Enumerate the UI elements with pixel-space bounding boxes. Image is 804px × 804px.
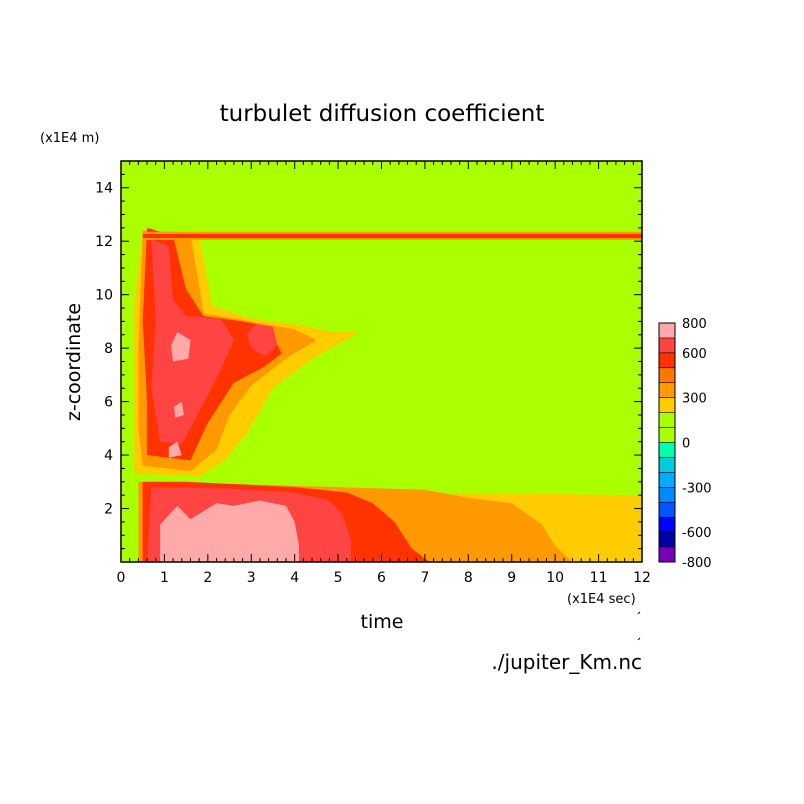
colorbar-swatch [659,502,675,518]
colorbar-tick-label: 600 [682,347,707,362]
x-tick-label: 2 [203,570,212,586]
colorbar-swatch [659,487,675,503]
chart-title: turbulet diffusion coefficient [220,101,545,127]
colorbar-swatch [659,352,675,368]
colorbar-swatch [659,337,675,353]
x-tick-label: 0 [117,570,126,586]
contour-region-lower-boundary-pink [160,500,299,562]
contour-region-upper-pink-patch-3 [168,441,182,458]
x-axis-label: time [361,611,404,633]
x-tick-label: 9 [507,570,516,586]
x-tick-label: 3 [247,570,256,586]
colorbar-swatch [659,382,675,398]
colorbar-swatch [659,427,675,443]
x-unit-label: (x1E4 sec) [567,592,636,607]
plot-area [121,161,642,562]
y-tick-label: 10 [95,288,113,304]
y-tick-label: 6 [104,395,113,411]
x-tick-label: 6 [377,570,386,586]
x-tick-label: 5 [334,570,343,586]
colorbar-swatch [659,472,675,488]
y-tick-label: 2 [104,502,113,518]
colorbar: 800 600 300 0 -300 -600 -800 [658,317,712,571]
x-tick-label: 8 [464,570,473,586]
colorbar-swatch [659,367,675,383]
colorbar-frame [658,322,676,563]
colorbar-swatch [659,323,675,338]
colorbar-tick-label: -800 [682,556,712,571]
colorbar-tick-label: 300 [682,392,707,407]
x-tick-label: 1 [160,570,169,586]
x-tick-label: 10 [546,570,564,586]
y-tick-label: 12 [95,234,113,250]
colorbar-swatch [659,412,675,428]
contour-region-upper-light-red-blob [246,324,278,357]
colorbar-tick-label: -300 [682,481,712,496]
contour-region-upper-pink-patch-2 [174,401,184,418]
tick-marks-right [637,611,641,641]
contour-region-upper-light-red [151,238,234,445]
y-tick-label: 14 [95,181,113,197]
y-axis-label: z-coordinate [63,303,85,421]
colorbar-tick-label: -600 [682,526,712,541]
colorbar-swatch [659,532,675,548]
colorbar-swatch [659,457,675,473]
colorbar-swatch [659,517,675,533]
x-tick-label: 4 [290,570,299,586]
y-tick-label: 8 [104,341,113,357]
colorbar-tick-label: 0 [682,437,690,452]
y-tick-label: 4 [104,448,113,464]
colorbar-swatch [659,547,675,562]
contour-region-top-band-red [142,234,642,238]
colorbar-tick-label: 800 [682,317,707,332]
x-tick-label: 12 [633,570,651,586]
y-unit-label: (x1E4 m) [40,131,99,146]
colorbar-swatch [659,442,675,458]
source-file-label: ./jupiter_Km.nc [491,650,642,674]
contour-region-upper-pink-patch-1 [170,332,191,362]
x-tick-label: 7 [420,570,429,586]
x-tick-label: 11 [590,570,608,586]
colorbar-swatch [659,397,675,413]
